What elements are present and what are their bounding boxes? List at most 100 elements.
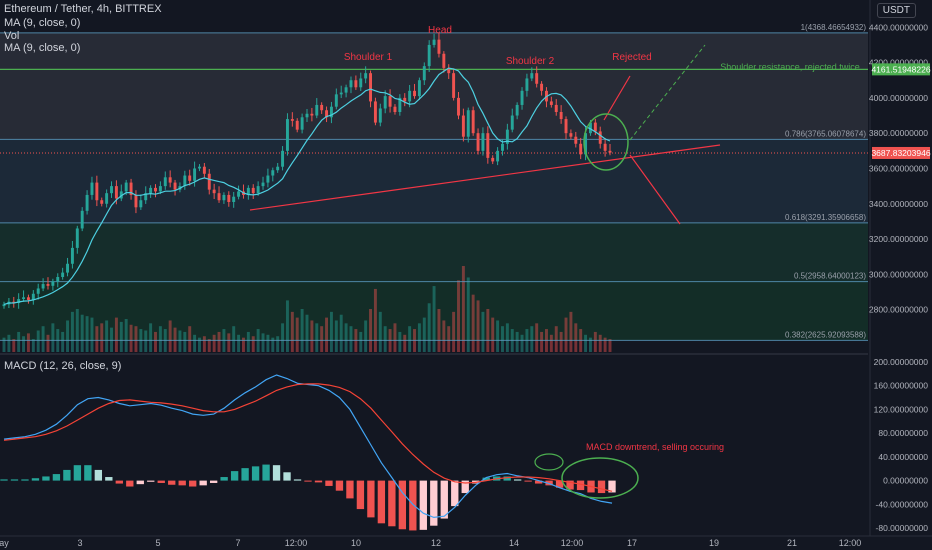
- volume-bar: [378, 311, 382, 352]
- volume-bar: [261, 333, 265, 352]
- candle-body: [505, 129, 509, 144]
- volume-bar: [408, 326, 412, 352]
- volume-bar: [540, 331, 544, 352]
- candle-body: [2, 304, 6, 307]
- candle-body: [134, 194, 138, 208]
- price-tick-label: 3200.00000000: [869, 234, 928, 244]
- candle-body: [461, 115, 465, 137]
- macd-histogram-bar: [0, 479, 8, 481]
- macd-tick-label: 160.00000000: [874, 381, 929, 391]
- candle-body: [369, 73, 372, 102]
- macd-tick-label: 40.00000000: [878, 452, 928, 462]
- volume-bar: [496, 320, 500, 352]
- candle-body: [90, 182, 94, 195]
- volume-bar: [100, 323, 104, 352]
- ma-vol-indicator-label[interactable]: MA (9, close, 0): [4, 42, 81, 54]
- candle-body: [515, 104, 519, 116]
- volume-bar: [515, 331, 519, 352]
- volume-bar: [329, 311, 333, 352]
- macd-histogram-bar: [283, 472, 291, 481]
- volume-bar: [452, 311, 456, 352]
- volume-bar: [427, 303, 431, 352]
- macd-histogram-bar: [377, 480, 386, 524]
- volume-bar: [217, 331, 221, 352]
- fib-levels: 1(4368.46654932) 0.786(3765.06078674) 0.61…: [0, 23, 868, 341]
- volume-bar: [554, 326, 558, 352]
- volume-bar: [564, 317, 568, 352]
- candle-body: [579, 143, 583, 155]
- macd-histogram-bar: [388, 480, 396, 527]
- macd-histogram-bar: [178, 480, 186, 486]
- macd-histogram-bar: [10, 479, 19, 481]
- macd-tick-label: 80.00000000: [878, 428, 928, 438]
- volume-bar: [320, 326, 324, 352]
- volume-bar: [305, 314, 309, 352]
- candle-body: [66, 263, 69, 273]
- candle-body: [246, 187, 250, 195]
- macd-histogram-bar: [220, 477, 228, 481]
- candle-body: [501, 143, 504, 151]
- volume-bar: [46, 334, 50, 352]
- candle-body: [588, 122, 592, 134]
- candle-body: [276, 166, 280, 171]
- candle-body: [100, 200, 104, 204]
- candle-body: [393, 106, 397, 112]
- price-tick-label: 3000.00000000: [869, 269, 928, 279]
- candle-body: [413, 90, 416, 97]
- volume-bar: [124, 319, 128, 352]
- volume-bar: [232, 326, 236, 352]
- candle-body: [471, 110, 475, 134]
- macd-histogram-bar: [335, 480, 344, 491]
- time-tick-label: 5: [155, 538, 160, 548]
- vol-indicator-label[interactable]: Vol: [4, 30, 20, 42]
- symbol-title: Ethereum / Tether, 4h, BITTREX: [4, 3, 162, 15]
- macd-histogram-bar: [73, 465, 82, 481]
- volume-bar: [95, 326, 99, 352]
- volume-bar: [535, 323, 539, 352]
- macd-histogram-bar: [409, 480, 417, 531]
- candle-body: [320, 104, 324, 111]
- candle-body: [584, 133, 588, 155]
- fib-zone: [0, 281, 868, 341]
- macd-histogram-bar: [608, 480, 616, 493]
- candle-body: [168, 177, 172, 183]
- resistance-price-tag: 4161.51948226: [871, 64, 930, 74]
- candle-body: [349, 80, 353, 88]
- volume-bar: [315, 323, 319, 352]
- candle-body: [295, 120, 299, 130]
- macd-histogram-bar: [576, 480, 585, 491]
- candle-body: [339, 92, 343, 95]
- candle-body: [85, 194, 89, 211]
- shoulder1-label: Shoulder 1: [344, 52, 393, 63]
- candle-body: [520, 90, 524, 105]
- candle-body: [364, 73, 368, 79]
- macd-histogram-bar: [545, 480, 553, 486]
- candle-body: [403, 97, 407, 102]
- macd-histogram-bar: [63, 469, 71, 481]
- macd-histogram-bar: [168, 480, 176, 485]
- volume-bar: [530, 326, 534, 352]
- candle-body: [334, 94, 338, 107]
- price-tick-label: 4000.00000000: [869, 93, 928, 103]
- volume-bar: [442, 320, 446, 352]
- macd-histogram-bar: [21, 479, 29, 481]
- macd-histogram-bar: [105, 477, 113, 481]
- volume-bar: [2, 337, 6, 352]
- volume-bar: [491, 317, 495, 352]
- candle-body: [603, 143, 607, 151]
- macd-indicator-label[interactable]: MACD (12, 26, close, 9): [4, 360, 122, 372]
- macd-histogram-bar: [356, 480, 365, 510]
- currency-badge[interactable]: USDT: [876, 3, 916, 18]
- volume-bar: [281, 323, 285, 352]
- ma-indicator-label[interactable]: MA (9, close, 0): [4, 17, 81, 29]
- macd-histogram-bar: [304, 480, 312, 482]
- time-tick-label: 7: [235, 538, 240, 548]
- candle-body: [251, 187, 255, 194]
- volume-bar: [266, 334, 270, 352]
- candle-body: [31, 293, 35, 300]
- macd-histogram-bar: [440, 480, 448, 519]
- volume-bar: [168, 320, 172, 352]
- candle-body: [285, 119, 289, 151]
- macd-histogram-bar: [346, 480, 354, 499]
